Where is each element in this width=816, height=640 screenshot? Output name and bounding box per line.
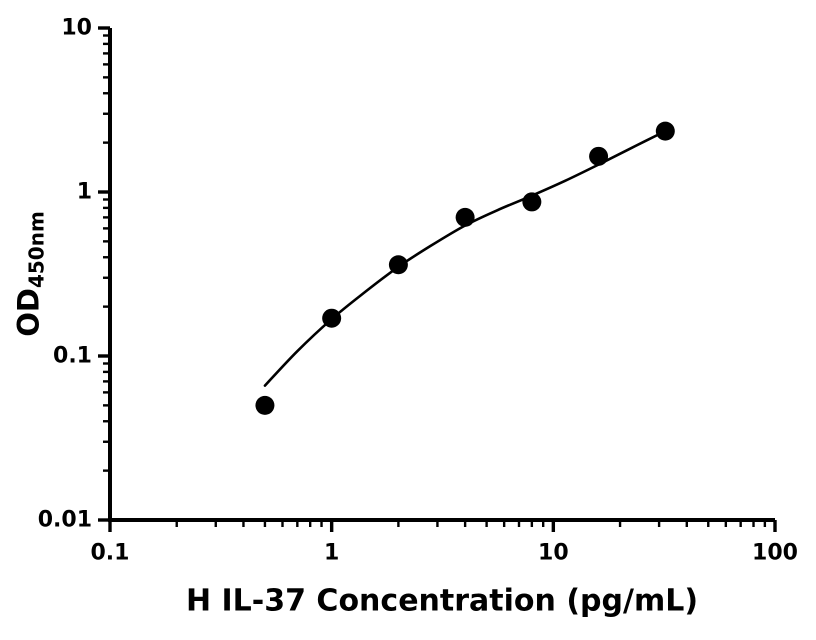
data-point (455, 207, 475, 227)
y-tick-label: 10 (61, 16, 92, 41)
x-tick-label: 100 (752, 541, 798, 566)
data-point (522, 192, 542, 212)
y-tick-label: 0.1 (53, 344, 92, 369)
x-tick-label: 0.1 (91, 541, 130, 566)
data-point (322, 308, 342, 328)
data-point (255, 395, 275, 415)
y-tick-label: 0.01 (38, 508, 92, 533)
axes (108, 28, 775, 522)
data-point (655, 121, 675, 141)
y-axis-title-main: OD (11, 288, 46, 337)
x-tick-label: 1 (324, 541, 339, 566)
y-tick-label: 1 (77, 180, 92, 205)
data-point (388, 255, 408, 275)
x-tick-label: 10 (538, 541, 569, 566)
fit-curve (263, 129, 667, 387)
y-axis-title: OD450nm (12, 211, 49, 337)
y-axis-title-subscript: 450nm (24, 211, 49, 289)
data-point (589, 146, 609, 166)
x-axis-title: H IL-37 Concentration (pg/mL) (185, 583, 699, 619)
